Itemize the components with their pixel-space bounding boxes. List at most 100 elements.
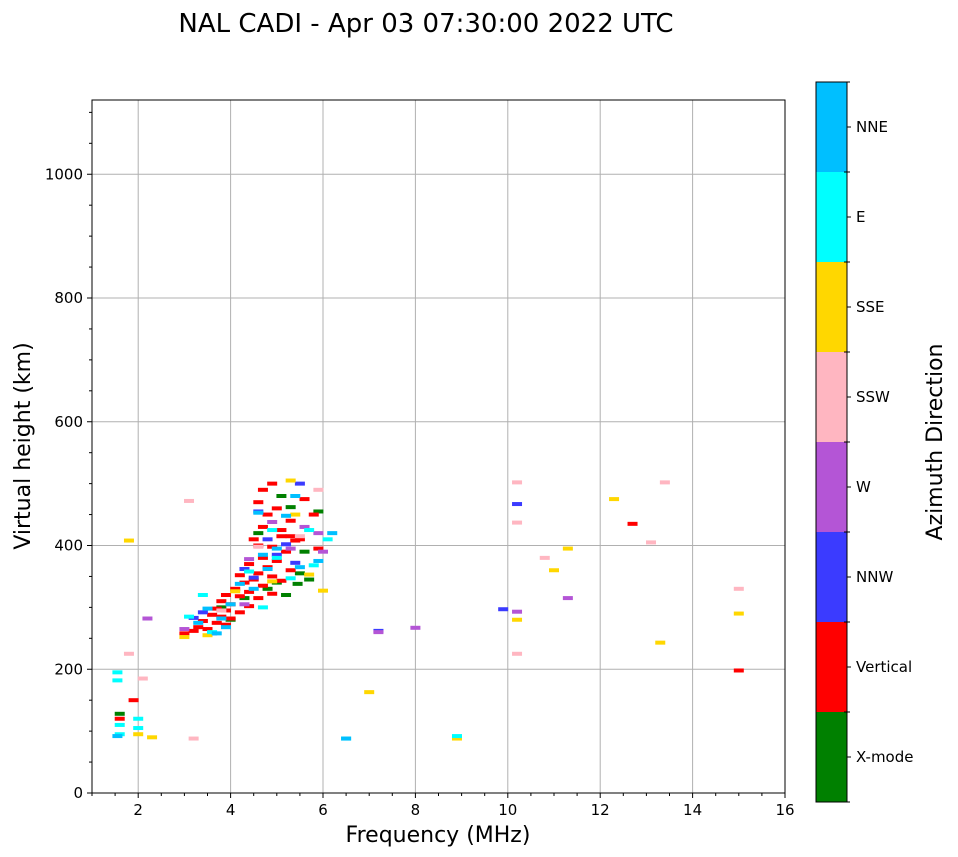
data-point-nnw xyxy=(498,607,509,612)
colorbar-frame xyxy=(815,81,848,803)
data-point-ssw xyxy=(539,555,550,560)
data-point-sse xyxy=(147,735,158,740)
data-point-vertical xyxy=(267,574,278,579)
data-point-sse xyxy=(133,732,144,737)
y-tick-label: 800 xyxy=(54,289,83,307)
data-point-sse xyxy=(451,736,462,741)
data-point-vertical xyxy=(281,549,292,554)
data-point-ssw xyxy=(512,520,523,525)
data-point-nnw xyxy=(248,575,259,580)
data-point-nne xyxy=(193,620,204,625)
data-points xyxy=(112,478,744,741)
data-point-vertical xyxy=(128,698,139,703)
data-point-e xyxy=(112,678,123,683)
y-tick-label: 400 xyxy=(54,537,83,555)
x-tick-label: 10 xyxy=(498,801,517,819)
colorbar-tick-label: SSE xyxy=(856,298,885,316)
data-point-vertical xyxy=(188,628,199,633)
data-point-nne xyxy=(262,567,273,572)
data-point-vertical xyxy=(234,573,245,578)
data-point-nnw xyxy=(512,502,523,507)
data-point-w xyxy=(512,609,523,614)
data-point-sse xyxy=(285,478,296,483)
data-point-sse xyxy=(123,538,134,543)
data-point-nnw xyxy=(239,567,250,572)
data-point-e xyxy=(133,726,144,731)
data-point-x-mode xyxy=(294,571,305,576)
grid-lines xyxy=(92,100,785,793)
data-point-e xyxy=(197,593,208,597)
data-point-nne xyxy=(253,510,264,515)
data-point-vertical xyxy=(202,627,213,632)
data-point-vertical xyxy=(225,616,236,621)
data-point-ssw xyxy=(216,608,227,613)
data-point-nne xyxy=(225,602,236,607)
data-point-sse xyxy=(230,589,241,594)
data-point-vertical xyxy=(179,631,190,636)
data-point-nne xyxy=(290,494,301,498)
data-point-e xyxy=(451,734,462,739)
y-tick-label: 600 xyxy=(54,413,83,431)
data-point-w xyxy=(267,519,278,524)
data-point-ssw xyxy=(184,498,195,503)
data-point-vertical xyxy=(234,610,245,615)
data-point-w xyxy=(373,630,384,635)
axis-ticks: 2 4 6 8 10 12 14 16 0 200 400 600 800 1000 xyxy=(45,111,795,819)
data-point-nne xyxy=(248,586,259,591)
data-point-e xyxy=(133,716,144,721)
data-point-sse xyxy=(562,546,573,551)
data-point-e xyxy=(114,722,125,727)
data-point-vertical xyxy=(267,591,278,596)
data-point-e xyxy=(184,614,195,619)
data-point-sse xyxy=(364,690,375,695)
x-tick-label: 12 xyxy=(591,801,610,819)
data-point-vertical xyxy=(253,500,264,505)
data-point-w xyxy=(410,625,421,630)
data-point-e xyxy=(285,576,296,581)
data-point-vertical xyxy=(234,594,245,599)
data-point-sse xyxy=(202,633,213,638)
data-point-w xyxy=(313,531,324,536)
data-point-nne xyxy=(234,581,245,586)
data-point-vertical xyxy=(308,512,319,517)
data-point-vertical xyxy=(276,528,287,533)
colorbar-tick-label: NNE xyxy=(856,118,888,136)
data-point-ssw xyxy=(188,736,199,741)
data-point-nnw xyxy=(281,542,292,547)
data-point-sse xyxy=(655,640,666,645)
data-point-vertical xyxy=(285,518,296,523)
colorbar-swatch xyxy=(816,172,847,262)
data-point-nne xyxy=(327,531,338,536)
data-point-vertical xyxy=(193,625,204,630)
x-axis-label: Frequency (MHz) xyxy=(346,823,531,848)
colorbar-tick-label: SSW xyxy=(856,388,890,406)
colorbar: X-mode Vertical NNW W SSW SSE E NNE xyxy=(815,81,913,803)
data-point-e xyxy=(322,537,333,542)
data-point-vertical xyxy=(271,506,282,511)
colorbar-tick-label: E xyxy=(856,208,865,226)
data-point-sse xyxy=(304,572,315,577)
data-point-w xyxy=(244,557,255,562)
data-point-ssw xyxy=(659,480,670,485)
data-point-ssw xyxy=(646,540,657,545)
colorbar-tick-label: Vertical xyxy=(856,658,912,676)
colorbar-swatch xyxy=(816,442,847,532)
data-point-w xyxy=(239,602,250,607)
x-tick-label: 4 xyxy=(226,801,236,819)
x-tick-label: 8 xyxy=(411,801,421,819)
data-point-nne xyxy=(341,736,352,741)
data-point-sse xyxy=(267,579,278,584)
data-point-vertical xyxy=(220,593,231,597)
data-point-nnw xyxy=(197,610,208,615)
colorbar-swatch xyxy=(816,532,847,622)
data-point-nnw xyxy=(262,537,273,542)
data-point-e xyxy=(112,670,123,675)
data-point-nne xyxy=(220,625,231,630)
data-point-e xyxy=(304,528,315,533)
colorbar-tick-label: NNW xyxy=(856,568,893,586)
data-point-vertical xyxy=(257,583,268,588)
data-point-vertical xyxy=(294,537,305,542)
data-point-w xyxy=(142,616,153,621)
data-point-vertical xyxy=(244,562,255,567)
